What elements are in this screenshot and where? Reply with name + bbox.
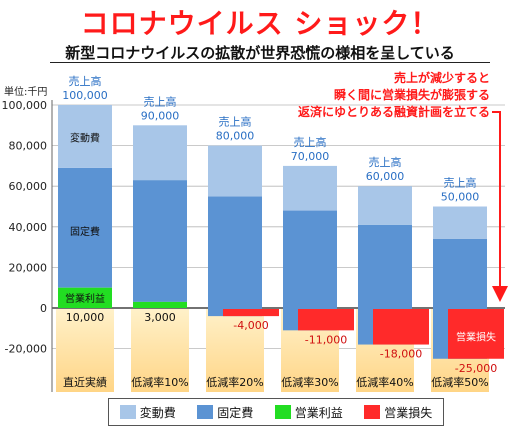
bar-segment-variable-cost (433, 206, 487, 239)
subheadline: 新型コロナウイルスの拡散が世界恐慌の様相を呈している (65, 44, 455, 62)
legend-item-operating-loss: 営業損失 (364, 404, 432, 421)
bar-segment-fixed-cost (133, 180, 187, 302)
annotation-line: 瞬く間に営業損失が膨張する (334, 87, 490, 102)
legend-item-fixed-cost: 固定費 (197, 404, 253, 421)
sales-caption: 売上高 (144, 94, 177, 108)
bar-segment-variable-cost (358, 186, 412, 225)
labels: 売上高100,00010,000直近実績売上高90,0003,000低減率10%… (62, 74, 497, 389)
result-panel (131, 309, 189, 392)
bars (56, 105, 504, 392)
legend: 変動費 固定費 営業利益 営業損失 (108, 398, 444, 426)
legend-swatch-operating-loss (364, 405, 381, 419)
legend-swatch-operating-profit (274, 405, 291, 419)
annotation-line: 売上が減少すると (394, 70, 490, 85)
x-tick-label: 低減率40% (356, 375, 413, 389)
x-tick-label: 低減率30% (281, 375, 338, 389)
headline: コロナウイルス ショック！ (80, 7, 440, 40)
loss-value-label: -11,000 (305, 333, 347, 346)
segment-label-variable-cost: 変動費 (70, 131, 100, 144)
sales-value-label: 60,000 (366, 170, 405, 183)
bar-segment-fixed-cost (208, 196, 262, 317)
sales-caption: 売上高 (294, 135, 327, 149)
annotation-line: 返済にゆとりある融資計画を立てる (298, 104, 490, 119)
sales-caption: 売上高 (219, 115, 252, 129)
gridlines (52, 104, 505, 350)
bar-segment-variable-cost (208, 145, 262, 197)
legend-swatch-fixed-cost (197, 405, 214, 419)
y-axis: -20,000 0 20,000 40,000 60,000 80,000 100,000単… (2, 85, 53, 392)
unit-label: 単位:千円 (4, 85, 47, 98)
bar-segment-operating-loss (448, 309, 504, 359)
result-panel (206, 309, 264, 392)
headline-divider (50, 62, 490, 63)
bar-segment-operating-loss (373, 309, 429, 345)
sales-value-label: 100,000 (62, 89, 108, 102)
x-tick-label: 低減率50% (431, 375, 488, 389)
loss-value-label: -25,000 (455, 362, 497, 375)
sales-value-label: 80,000 (216, 130, 255, 143)
sales-caption: 売上高 (444, 176, 477, 190)
legend-item-operating-profit: 営業利益 (274, 404, 343, 421)
bar-segment-fixed-cost (58, 167, 112, 288)
bar-segment-variable-cost (283, 165, 337, 211)
x-tick-label: 低減率10% (131, 375, 188, 389)
legend-label-operating-loss: 営業損失 (384, 405, 433, 420)
loss-value-label: -18,000 (380, 348, 422, 361)
bar-segment-variable-cost (58, 105, 112, 168)
result-panel (56, 309, 114, 392)
bar-segment-operating-loss (298, 309, 354, 331)
y-tick-label: -20,000 (5, 343, 47, 356)
bar-segment-variable-cost (133, 125, 187, 181)
y-tick-label: 80,000 (9, 140, 48, 153)
segment-label-fixed-cost: 固定費 (70, 225, 100, 238)
sales-caption: 売上高 (369, 155, 402, 169)
x-tick-label: 直近実績 (63, 375, 107, 389)
sales-value-label: 90,000 (141, 109, 180, 122)
sales-value-label: 50,000 (441, 191, 480, 204)
legend-item-variable-cost: 変動費 (119, 404, 176, 421)
profit-value-label: 3,000 (144, 311, 176, 324)
sales-value-label: 70,000 (291, 150, 330, 163)
bar-segment-operating-loss (223, 309, 279, 317)
y-tick-label: 0 (40, 302, 47, 315)
segment-label-operating-profit: 営業利益 (65, 292, 105, 305)
y-tick-label: 40,000 (9, 221, 48, 234)
legend-swatch-variable-cost (119, 405, 136, 419)
y-tick-label: 60,000 (9, 180, 48, 193)
annotation-arrow (492, 111, 508, 302)
legend-label-fixed-cost: 固定費 (217, 405, 254, 420)
segment-label-operating-loss: 営業損失 (456, 330, 496, 343)
profit-value-label: 10,000 (66, 311, 105, 324)
stacked-bar-chart: -20,000020,00040,00060,00080,000100,000単… (2, 70, 508, 392)
y-tick-label: 20,000 (9, 261, 48, 274)
bar-segment-operating-profit (58, 287, 112, 308)
bar-segment-operating-profit (133, 301, 187, 308)
x-tick-label: 低減率20% (206, 375, 263, 389)
legend-label-operating-profit: 営業利益 (294, 405, 343, 420)
legend-label-variable-cost: 変動費 (139, 405, 176, 420)
sales-caption: 売上高 (69, 74, 102, 88)
y-tick-label: 100,000 (2, 99, 48, 112)
loss-value-label: -4,000 (233, 319, 268, 332)
